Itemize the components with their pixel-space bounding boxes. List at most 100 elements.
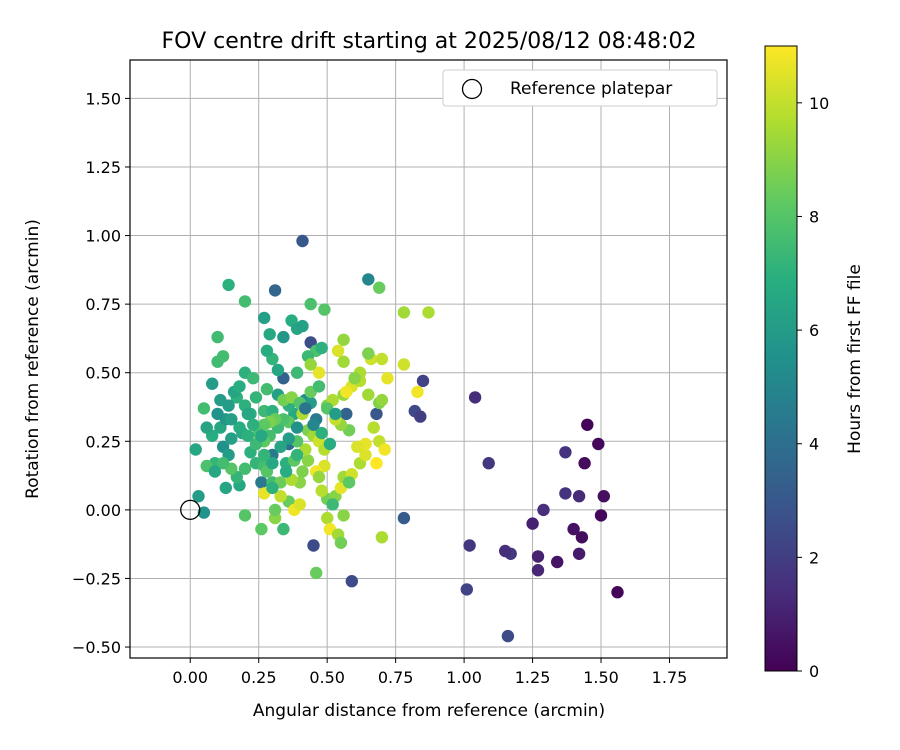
data-point [367,421,380,434]
data-point [559,487,572,500]
data-point [296,234,309,248]
data-point [345,575,358,588]
data-point [301,454,315,467]
data-point [329,407,342,421]
data-point [299,402,312,415]
data-point [482,457,495,470]
data-point [274,490,287,503]
legend-box [442,69,718,107]
data-point [348,372,361,385]
y-tick-label: 1.25 [85,158,121,177]
x-tick-label: 1.25 [515,668,551,687]
data-point [375,352,389,366]
data-point [238,509,252,522]
data-point [559,446,572,459]
y-axis-label: Rotation from reference (arcmin) [23,219,43,499]
data-point [375,531,389,544]
data-point [216,350,230,363]
y-tick-label: 0.75 [85,295,121,314]
data-point [290,448,304,462]
data-point [460,583,473,596]
data-point [414,410,427,423]
data-point [551,555,564,569]
data-point [200,421,213,434]
colorbar-gradient [764,45,798,672]
legend: Reference platepar [442,69,718,107]
x-tick-label: 0.75 [378,668,414,687]
data-point [206,377,219,390]
colorbar-label: Hours from first FF file [845,264,865,454]
data-point [575,531,589,544]
data-point [337,509,350,522]
data-point [342,476,356,489]
data-point [416,374,430,388]
data-point [268,503,282,517]
data-point [241,429,254,442]
data-point [397,511,411,525]
plot-frame [129,59,728,659]
colorbar-tick-label: 10 [809,94,829,113]
data-point [321,511,334,525]
data-point [315,484,328,497]
colorbar-tick-label: 6 [809,321,819,340]
data-point [263,328,276,341]
data-point [247,418,260,431]
data-point [312,470,326,484]
y-tick-label: 0.25 [85,432,121,451]
data-point [282,432,295,445]
data-point [323,437,337,451]
data-point [411,385,424,399]
data-point [567,522,580,536]
data-point [233,421,246,434]
data-point [260,383,274,396]
x-tick-label: 0.50 [309,668,345,687]
data-point [362,273,375,286]
data-point [592,437,605,451]
x-tick-label: 0.00 [172,668,208,687]
data-point [260,344,274,357]
data-point [531,550,545,563]
x-tick-label: 1.50 [583,668,619,687]
data-point [255,476,268,489]
reference-marker [180,499,201,521]
y-axis-ticks: −0.50 −0.25 0.00 0.25 0.50 0.75 1.00 1.25 1.50 [72,89,130,657]
data-point [340,407,353,421]
legend-reference-marker [461,78,483,100]
legend-label: Reference platepar [510,79,672,99]
x-tick-label: 1.75 [652,668,688,687]
colorbar-ticks: 0 2 4 6 8 10 [797,94,829,681]
data-point [233,380,246,393]
data-point [277,522,290,536]
data-point [219,481,232,495]
data-point [277,330,290,344]
data-point [271,363,285,377]
data-point [611,586,624,599]
data-point [594,509,608,522]
data-point [572,490,586,503]
data-point [304,297,317,311]
data-point [381,372,394,385]
data-point [315,426,328,440]
data-point [279,465,293,478]
data-point [296,319,309,333]
data-points [189,234,624,643]
data-point [238,295,252,308]
data-point [581,418,594,431]
data-point [258,311,271,325]
data-point [318,303,331,316]
data-point [255,429,268,442]
colorbar-tick-label: 2 [809,548,819,567]
colorbar-tick-label: 4 [809,435,819,454]
data-point [274,440,287,453]
x-tick-label: 1.00 [446,668,482,687]
data-point [258,448,271,462]
data-point [296,465,309,478]
data-point [370,407,383,421]
data-point [537,503,550,517]
data-point [249,391,263,404]
data-point [373,281,386,294]
data-point [362,347,375,360]
data-point [340,385,353,399]
data-point [331,344,345,357]
